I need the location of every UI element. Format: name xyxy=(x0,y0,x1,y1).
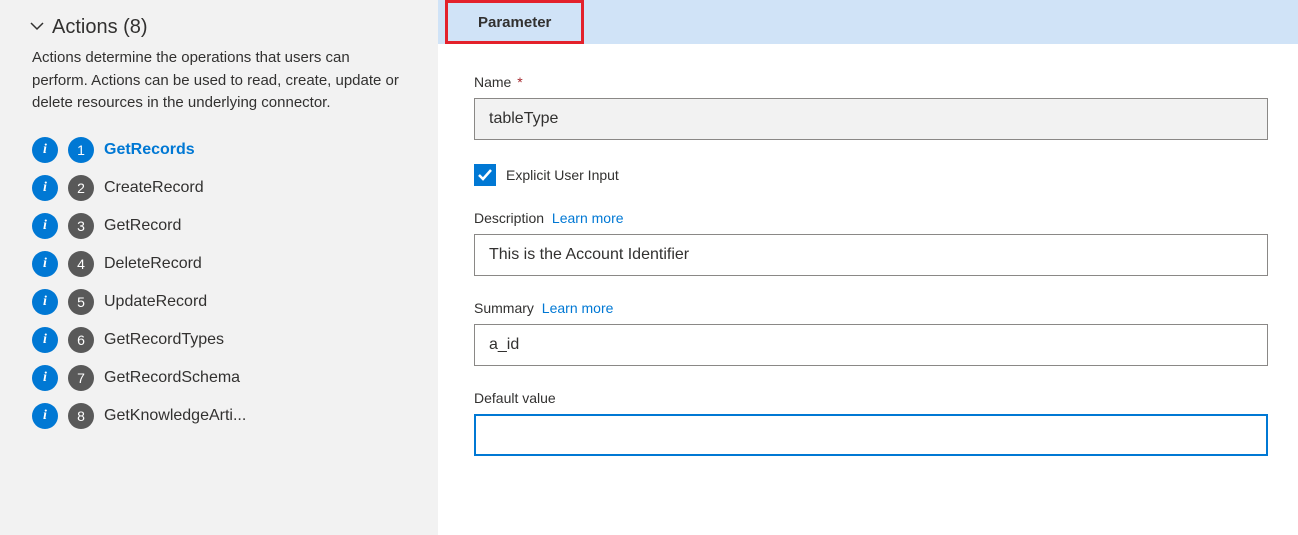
field-default-value: Default value xyxy=(474,390,1268,456)
info-icon: i xyxy=(32,289,58,315)
info-icon: i xyxy=(32,365,58,391)
tab-parameter[interactable]: Parameter xyxy=(445,0,584,44)
info-icon: i xyxy=(32,327,58,353)
field-explicit: Explicit User Input xyxy=(474,164,1268,186)
info-icon: i xyxy=(32,251,58,277)
action-label: GetRecordSchema xyxy=(104,369,240,387)
actions-description: Actions determine the operations that us… xyxy=(32,47,404,115)
summary-learn-more-link[interactable]: Learn more xyxy=(542,300,614,316)
action-number-badge: 3 xyxy=(68,213,94,239)
name-label: Name * xyxy=(474,74,1268,90)
tab-parameter-label: Parameter xyxy=(478,14,551,31)
actions-sidebar: Actions (8) Actions determine the operat… xyxy=(0,0,438,535)
action-item-getknowledgearti[interactable]: i8 GetKnowledgeArti... xyxy=(32,397,404,435)
action-number-badge: 4 xyxy=(68,251,94,277)
action-number-badge: 7 xyxy=(68,365,94,391)
field-name: Name * xyxy=(474,74,1268,140)
action-number-badge: 5 xyxy=(68,289,94,315)
info-icon: i xyxy=(32,175,58,201)
action-item-getrecords[interactable]: i1 GetRecords xyxy=(32,131,404,169)
action-item-getrecordschema[interactable]: i7 GetRecordSchema xyxy=(32,359,404,397)
action-item-deleterecord[interactable]: i4 DeleteRecord xyxy=(32,245,404,283)
action-number-badge: 2 xyxy=(68,175,94,201)
action-item-getrecord[interactable]: i3 GetRecord xyxy=(32,207,404,245)
field-description: Description Learn more xyxy=(474,210,1268,276)
action-number-badge: 8 xyxy=(68,403,94,429)
action-number-badge: 1 xyxy=(68,137,94,163)
actions-section-header[interactable]: Actions (8) xyxy=(30,16,404,39)
action-label: GetRecordTypes xyxy=(104,331,224,349)
action-label: GetRecords xyxy=(104,141,195,159)
info-icon: i xyxy=(32,137,58,163)
info-icon: i xyxy=(32,403,58,429)
name-input[interactable] xyxy=(474,98,1268,140)
action-item-createrecord[interactable]: i2 CreateRecord xyxy=(32,169,404,207)
explicit-user-input-label: Explicit User Input xyxy=(506,167,619,183)
action-label: UpdateRecord xyxy=(104,293,207,311)
info-icon: i xyxy=(32,213,58,239)
action-label: GetKnowledgeArti... xyxy=(104,407,246,425)
summary-input[interactable] xyxy=(474,324,1268,366)
summary-label: Summary Learn more xyxy=(474,300,1268,316)
default-value-input[interactable] xyxy=(474,414,1268,456)
default-value-label: Default value xyxy=(474,390,1268,406)
description-input[interactable] xyxy=(474,234,1268,276)
action-list: i1GetRecordsi2CreateRecordi3GetRecordi4D… xyxy=(32,131,404,435)
chevron-down-icon xyxy=(30,19,44,36)
explicit-user-input-checkbox[interactable] xyxy=(474,164,496,186)
action-label: DeleteRecord xyxy=(104,255,202,273)
action-item-getrecordtypes[interactable]: i6 GetRecordTypes xyxy=(32,321,404,359)
main-panel: Parameter Name * Explicit User Input xyxy=(438,0,1298,535)
required-asterisk: * xyxy=(513,74,522,90)
action-number-badge: 6 xyxy=(68,327,94,353)
action-label: CreateRecord xyxy=(104,179,204,197)
action-item-updaterecord[interactable]: i5 UpdateRecord xyxy=(32,283,404,321)
parameter-form: Name * Explicit User Input Description L… xyxy=(438,44,1298,510)
action-label: GetRecord xyxy=(104,217,181,235)
tab-bar: Parameter xyxy=(438,0,1298,44)
description-learn-more-link[interactable]: Learn more xyxy=(552,210,624,226)
description-label: Description Learn more xyxy=(474,210,1268,226)
field-summary: Summary Learn more xyxy=(474,300,1268,366)
actions-title: Actions (8) xyxy=(52,16,148,39)
